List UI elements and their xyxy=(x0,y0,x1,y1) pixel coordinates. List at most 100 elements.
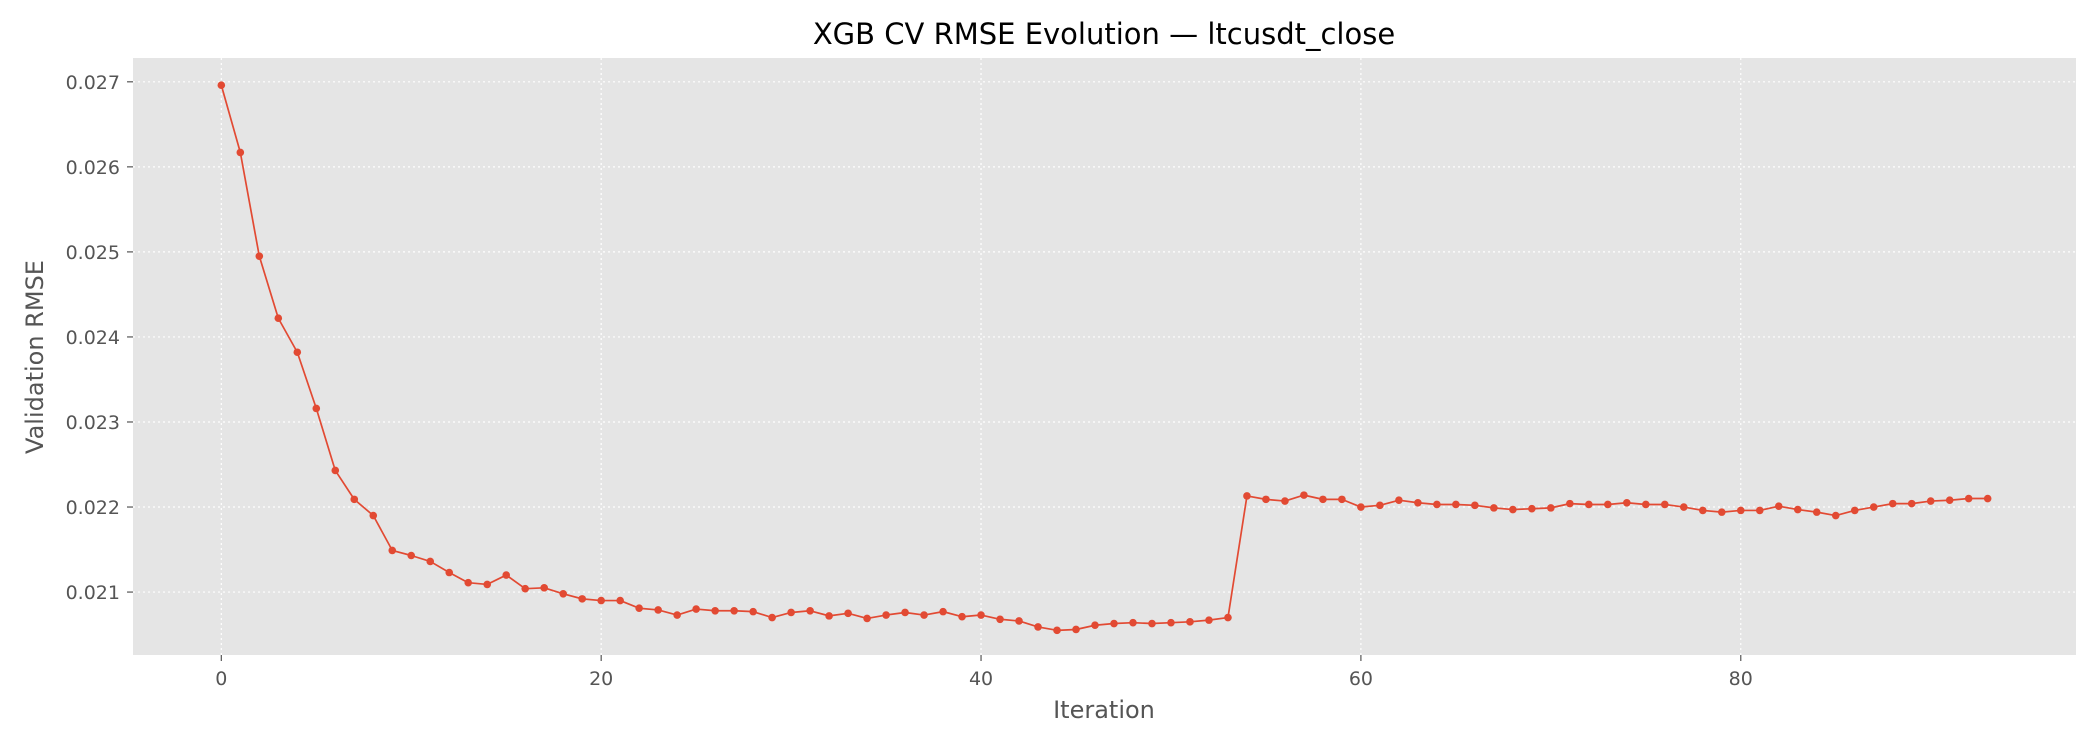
data-point xyxy=(274,314,283,323)
data-point xyxy=(673,611,681,619)
data-point xyxy=(1698,506,1707,515)
data-point xyxy=(1983,494,1992,503)
data-point xyxy=(1528,504,1536,513)
data-point xyxy=(768,613,776,622)
data-point xyxy=(958,612,966,621)
data-point xyxy=(1850,506,1859,515)
data-point xyxy=(483,580,492,589)
data-point xyxy=(806,606,814,615)
data-point xyxy=(1869,503,1878,511)
data-point xyxy=(1072,625,1080,634)
data-point xyxy=(236,148,245,157)
data-point xyxy=(1452,500,1460,509)
data-point xyxy=(1319,495,1327,504)
data-point xyxy=(1566,499,1574,508)
data-point xyxy=(1642,500,1650,509)
data-point xyxy=(1907,499,1916,508)
data-point xyxy=(1357,503,1365,511)
data-point xyxy=(445,568,454,577)
data-point xyxy=(1888,499,1897,508)
data-point xyxy=(331,466,340,475)
y-axis-ticks: 0.021 0.022 0.023 0.024 0.025 0.026 0.027 xyxy=(66,72,133,604)
data-point xyxy=(1831,511,1840,520)
data-point xyxy=(977,611,985,619)
data-point xyxy=(1186,618,1194,626)
data-point xyxy=(1338,495,1346,504)
data-point xyxy=(407,551,416,560)
data-point xyxy=(1623,498,1631,507)
data-point xyxy=(1812,508,1821,516)
data-point xyxy=(1717,508,1726,516)
data-point xyxy=(1148,619,1156,628)
data-point xyxy=(863,614,871,623)
data-point xyxy=(1034,623,1042,631)
data-point xyxy=(1604,500,1612,509)
series-line xyxy=(220,84,1988,632)
data-point xyxy=(901,608,909,617)
series-layer xyxy=(217,81,1992,635)
data-point xyxy=(1774,502,1783,510)
data-point xyxy=(293,348,302,357)
data-point xyxy=(388,546,397,555)
data-point xyxy=(464,578,473,587)
data-point xyxy=(1547,504,1555,512)
data-point xyxy=(1281,497,1289,505)
x-axis-ticks: 0 20 40 60 80 xyxy=(215,655,1753,690)
data-point xyxy=(1224,613,1232,622)
data-point xyxy=(996,615,1004,624)
grid-lines xyxy=(133,58,2076,655)
data-point xyxy=(1376,501,1384,510)
data-point xyxy=(217,81,226,90)
data-point xyxy=(692,605,700,613)
data-point xyxy=(1736,506,1745,515)
y-tick-label: 0.026 xyxy=(66,157,120,179)
data-point xyxy=(730,606,738,615)
y-axis-label: Validation RMSE xyxy=(21,260,49,454)
data-point xyxy=(1300,491,1308,499)
data-point xyxy=(426,557,435,566)
data-point xyxy=(502,571,511,579)
data-point xyxy=(1015,617,1023,625)
data-point xyxy=(1243,492,1251,500)
x-tick-label: 20 xyxy=(589,668,613,690)
data-point xyxy=(1490,504,1498,512)
data-point xyxy=(1679,503,1688,511)
data-point xyxy=(1414,498,1422,507)
data-point xyxy=(578,595,586,603)
data-point xyxy=(1964,494,1973,503)
data-point xyxy=(1395,496,1403,505)
x-axis-label: Iteration xyxy=(1053,696,1155,724)
data-point xyxy=(939,607,947,616)
y-tick-label: 0.022 xyxy=(66,497,120,519)
data-point xyxy=(1129,618,1137,627)
y-tick-label: 0.021 xyxy=(66,582,120,604)
chart-title: XGB CV RMSE Evolution — ltcusdt_close xyxy=(813,17,1395,51)
data-point xyxy=(654,606,662,614)
x-tick-label: 40 xyxy=(969,668,993,690)
data-point xyxy=(1167,618,1175,627)
data-point xyxy=(616,596,624,605)
data-point xyxy=(844,609,852,618)
y-tick-label: 0.027 xyxy=(66,72,120,94)
x-tick-label: 80 xyxy=(1729,668,1753,690)
data-point xyxy=(1110,619,1118,628)
data-point xyxy=(1509,505,1517,514)
data-point xyxy=(787,608,795,617)
data-point xyxy=(312,404,321,413)
x-tick-label: 60 xyxy=(1349,668,1373,690)
data-point xyxy=(1471,501,1479,510)
data-point xyxy=(1262,495,1270,504)
data-point xyxy=(540,584,549,592)
data-point xyxy=(1585,500,1593,509)
data-point xyxy=(1755,506,1764,515)
plot-area xyxy=(133,58,2076,655)
data-point xyxy=(1945,496,1954,505)
data-point xyxy=(369,511,378,520)
data-point xyxy=(1793,505,1802,514)
y-tick-label: 0.023 xyxy=(66,412,120,434)
data-point xyxy=(1053,626,1061,635)
data-point xyxy=(882,611,890,619)
data-point xyxy=(1926,497,1935,505)
data-point xyxy=(597,596,605,605)
data-point xyxy=(521,584,530,593)
